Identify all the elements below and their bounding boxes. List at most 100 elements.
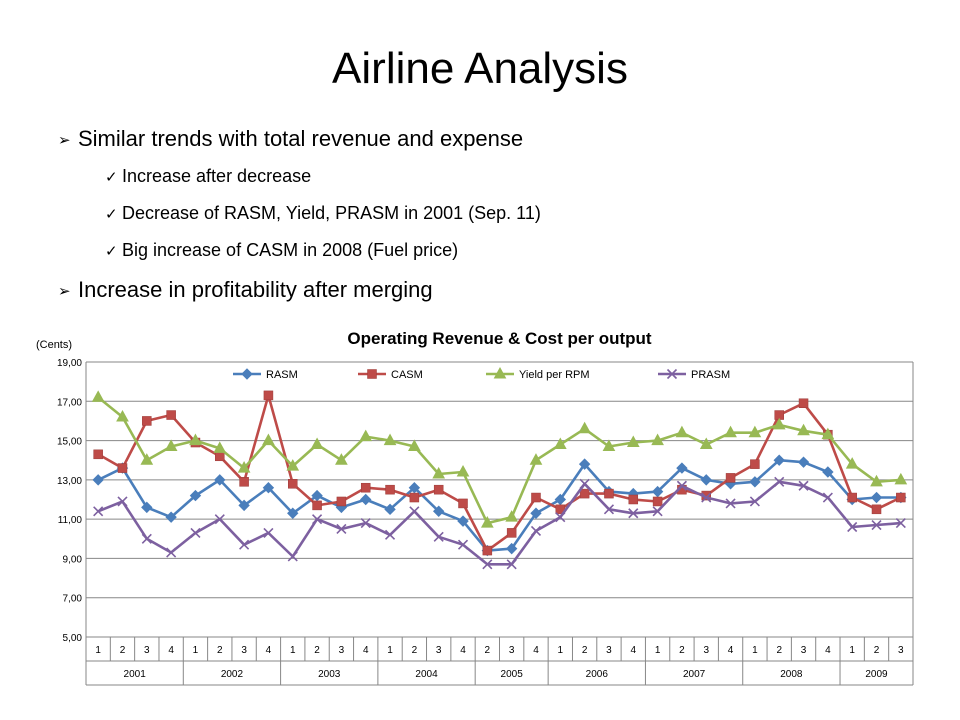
data-point-rasm (165, 511, 177, 523)
x-tick-label: 4 (168, 645, 174, 656)
data-point-prasm (214, 514, 225, 525)
data-point-casm (604, 488, 614, 499)
data-point-casm (896, 492, 906, 503)
data-point-prasm (603, 504, 615, 515)
slide-title: Airline Analysis (332, 44, 628, 93)
x-tick-label: 1 (655, 645, 661, 656)
data-point-prasm (457, 539, 469, 550)
data-point-casm (506, 528, 517, 538)
data-point-rasm (822, 466, 834, 478)
x-tick-label: 3 (509, 645, 515, 656)
data-point-yield-per-rpm (408, 439, 421, 451)
data-point-prasm (701, 492, 712, 503)
data-point-prasm (895, 518, 906, 529)
data-point-casm (433, 484, 444, 495)
x-tick-label: 2 (582, 645, 588, 656)
data-point-casm (239, 477, 249, 487)
line-chart: Operating Revenue & Cost per output (Cent… (36, 329, 914, 686)
x-tick-label: 3 (436, 645, 442, 656)
data-point-yield-per-rpm (116, 409, 129, 422)
data-point-prasm (141, 533, 152, 544)
x-tick-label: 2 (120, 645, 126, 656)
legend-label: PRASM (691, 369, 730, 381)
x-tick-label: 2 (874, 645, 880, 656)
sub-bullet-item: ✓ Big increase of CASM in 2008 (Fuel pric… (58, 232, 938, 269)
x-tick-label: 4 (825, 645, 831, 656)
data-point-casm (142, 416, 152, 426)
data-point-prasm (725, 498, 736, 509)
data-point-prasm (336, 523, 347, 535)
data-point-rasm (432, 505, 445, 517)
data-point-prasm (239, 539, 250, 550)
data-point-yield-per-rpm (456, 464, 470, 477)
data-point-rasm (92, 474, 104, 486)
data-point-rasm (797, 456, 810, 468)
data-point-prasm (822, 492, 833, 503)
data-point-yield-per-rpm (797, 423, 810, 436)
data-point-yield-per-rpm (480, 516, 494, 528)
data-point-rasm (189, 489, 202, 502)
data-point-rasm (505, 542, 518, 555)
year-label: 2005 (501, 669, 524, 680)
legend-marker-yield-per-rpm (493, 366, 507, 379)
x-tick-label: 2 (412, 645, 418, 656)
data-point-rasm (384, 503, 396, 516)
y-tick-label: 7,00 (63, 594, 83, 605)
y-tick-label: 13,00 (57, 476, 82, 487)
series-line-casm (97, 394, 902, 552)
data-point-casm (750, 459, 760, 469)
x-tick-label: 3 (241, 645, 247, 656)
x-tick-label: 2 (314, 645, 320, 656)
data-point-casm (847, 492, 857, 503)
data-point-casm (288, 479, 298, 489)
legend-marker-rasm (241, 368, 253, 380)
data-point-casm (360, 482, 371, 493)
year-label: 2008 (780, 669, 803, 680)
data-point-yield-per-rpm (651, 433, 664, 446)
legend-label: CASM (391, 369, 423, 381)
data-point-yield-per-rpm (505, 510, 519, 522)
data-point-yield-per-rpm (91, 390, 105, 402)
x-tick-label: 2 (217, 645, 223, 656)
x-tick-label: 4 (266, 645, 272, 656)
data-point-yield-per-rpm (335, 453, 348, 465)
series-line-yield-per-rpm (97, 396, 901, 525)
legend-label: Yield per RPM (519, 369, 590, 381)
x-tick-label: 4 (630, 645, 636, 656)
checkmark-icon: ✓ (105, 206, 118, 223)
data-point-rasm (238, 499, 250, 512)
data-point-prasm (530, 525, 542, 536)
data-point-prasm (798, 480, 809, 491)
data-point-casm (409, 492, 420, 503)
data-point-prasm (287, 551, 298, 562)
data-point-yield-per-rpm (821, 427, 835, 440)
x-tick-label: 2 (679, 645, 685, 656)
data-point-rasm (700, 474, 712, 486)
y-tick-label: 17,00 (57, 397, 82, 408)
sub-bullet-text: Increase after decrease (122, 166, 312, 186)
x-tick-label: 4 (363, 645, 369, 656)
series-line-rasm (97, 458, 901, 552)
data-point-rasm (651, 485, 664, 498)
checkmark-icon: ✓ (105, 243, 118, 260)
data-point-casm (215, 451, 225, 462)
data-point-yield-per-rpm (164, 439, 178, 451)
data-point-prasm (482, 559, 493, 570)
data-point-prasm (263, 527, 274, 538)
data-point-casm (385, 484, 395, 495)
data-point-rasm (676, 462, 688, 474)
data-point-prasm (628, 508, 639, 519)
x-tick-label: 1 (290, 645, 296, 656)
data-point-casm (312, 500, 322, 511)
data-point-yield-per-rpm (578, 421, 591, 434)
data-point-prasm (774, 476, 785, 487)
data-point-rasm (141, 501, 153, 514)
data-point-casm (263, 390, 274, 401)
data-point-rasm (773, 454, 785, 466)
data-point-yield-per-rpm (894, 472, 908, 485)
series-line-prasm (97, 480, 901, 566)
y-tick-label: 15,00 (57, 437, 82, 448)
data-point-yield-per-rpm (724, 425, 737, 438)
data-point-rasm (311, 489, 323, 502)
bullet-item: ➢ Increase in profitability after merging (58, 271, 938, 309)
